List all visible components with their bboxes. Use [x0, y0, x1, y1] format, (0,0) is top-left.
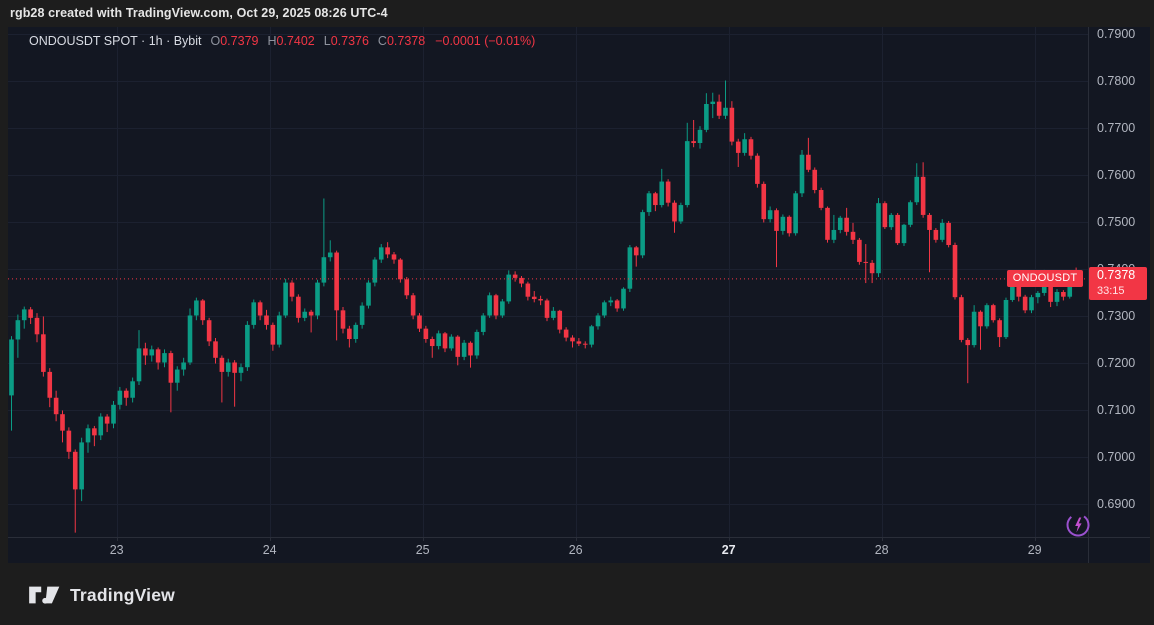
- svg-text:29: 29: [1028, 543, 1042, 557]
- svg-text:27: 27: [722, 543, 736, 557]
- svg-text:0.7000: 0.7000: [1097, 450, 1135, 464]
- svg-text:0.7100: 0.7100: [1097, 403, 1135, 417]
- brand-name: TradingView: [70, 584, 175, 605]
- svg-text:26: 26: [569, 543, 583, 557]
- attribution-text: rgb28 created with TradingView.com, Oct …: [10, 6, 388, 20]
- bar-countdown: 33:15: [1097, 285, 1125, 298]
- tradingview-watermark-icon[interactable]: [1063, 510, 1093, 540]
- candles-layer: [9, 80, 1079, 533]
- time-scale[interactable]: [8, 537, 1150, 563]
- chart-panel: 0.79000.78000.77000.76000.75000.74000.73…: [8, 27, 1150, 563]
- legend-high: H0.7402: [267, 34, 315, 48]
- time-scale-labels: 23 24 25 26 27 28 29: [110, 543, 1042, 557]
- last-price-tag: 0.7378 33:15: [1089, 267, 1147, 301]
- legend-low: L0.7376: [323, 34, 369, 48]
- svg-text:0.7200: 0.7200: [1097, 356, 1135, 370]
- price-scale[interactable]: [1088, 27, 1150, 537]
- svg-text:0.7300: 0.7300: [1097, 309, 1135, 323]
- svg-text:0.7800: 0.7800: [1097, 74, 1135, 88]
- svg-text:25: 25: [416, 543, 430, 557]
- legend-change: −0.0001 (−0.01%): [435, 34, 536, 48]
- legend-symbol-title: ONDOUSDT SPOT · 1h · Bybit: [29, 34, 202, 48]
- last-price-value: 0.7378: [1097, 268, 1136, 283]
- symbol-legend[interactable]: ONDOUSDT SPOT · 1h · Bybit O0.7379 H0.7402…: [29, 34, 535, 48]
- svg-text:24: 24: [263, 543, 277, 557]
- lightning-bolt-icon: [1075, 517, 1082, 533]
- svg-text:0.6900: 0.6900: [1097, 497, 1135, 511]
- watermark-circle: [1066, 513, 1090, 537]
- grid-lines: [8, 27, 1088, 541]
- tradingview-glyph-icon: [29, 586, 60, 604]
- svg-text:0.7900: 0.7900: [1097, 27, 1135, 41]
- tradingview-logo[interactable]: TradingView: [27, 581, 175, 609]
- svg-text:0.7700: 0.7700: [1097, 121, 1135, 135]
- price-scale-labels: 0.79000.78000.77000.76000.75000.74000.73…: [1097, 27, 1135, 511]
- price-line-symbol-label: ONDOUSDT: [1007, 270, 1083, 288]
- legend-open: O0.7379: [210, 34, 259, 48]
- svg-text:23: 23: [110, 543, 124, 557]
- candlestick-chart[interactable]: 0.79000.78000.77000.76000.75000.74000.73…: [8, 27, 1150, 563]
- svg-text:0.7500: 0.7500: [1097, 215, 1135, 229]
- svg-text:28: 28: [875, 543, 889, 557]
- svg-text:0.7600: 0.7600: [1097, 168, 1135, 182]
- legend-close: C0.7378: [377, 34, 426, 48]
